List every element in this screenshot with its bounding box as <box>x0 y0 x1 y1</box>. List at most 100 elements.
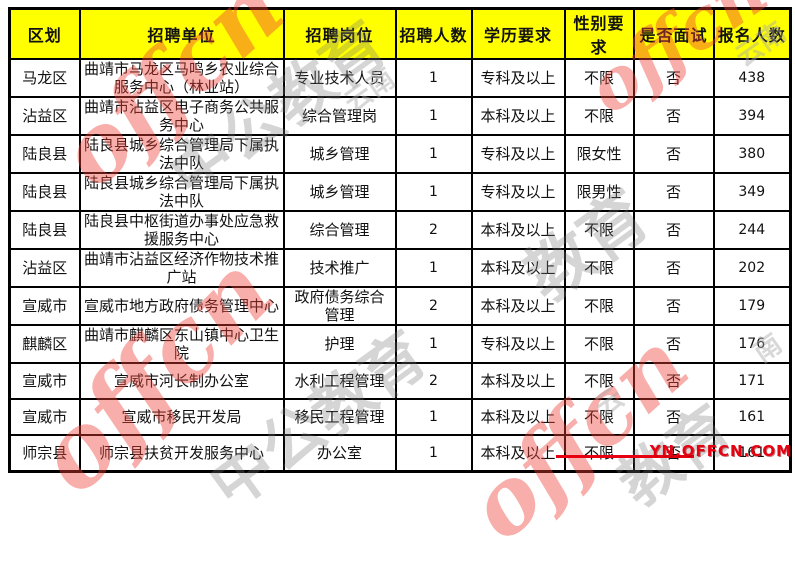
cell-district: 宣威市 <box>8 398 81 436</box>
cell-district: 宣威市 <box>8 362 81 400</box>
column-header-education: 学历要求 <box>470 7 566 60</box>
cell-headcount: 1 <box>394 248 473 288</box>
table-row: 沾益区 曲靖市沾益区电子商务公共服务中心 综合管理岗 1 本科及以上 不限否 394 <box>8 96 792 136</box>
table-row: 马龙区 曲靖市马龙区马鸣乡农业综合服务中心（林业站） 专业技术人员 1 专科及以上 不限否… <box>8 58 792 98</box>
page-background: 区划 招聘单位 招聘岗位 招聘人数 学历要求 性别要求 是否面试 报名人数 马龙区 曲靖市马龙区… <box>8 0 793 561</box>
cell-district: 陆良县 <box>8 172 81 212</box>
cell-headcount: 2 <box>394 210 473 250</box>
cell-headcount: 1 <box>394 398 473 436</box>
cell-district: 陆良县 <box>8 210 81 250</box>
cell-unit: 曲靖市马龙区马鸣乡农业综合服务中心（林业站） <box>78 58 285 98</box>
cell-applicants: 349 <box>712 172 792 212</box>
cell-applicants: 244 <box>712 210 792 250</box>
cell-education: 本科及以上 <box>470 434 566 473</box>
cell-interview: 否 <box>632 324 715 364</box>
table-row: 陆良县 陆良县城乡综合管理局下属执法中队 城乡管理 1 专科及以上 限男性否 349 <box>8 172 792 212</box>
column-header-applicants: 报名人数 <box>712 7 792 60</box>
cell-gender: 不限 <box>563 286 635 326</box>
cell-education: 本科及以上 <box>470 96 566 136</box>
cell-position: 护理 <box>282 324 397 364</box>
table-row: 宣威市 宣威市移民开发局 移民工程管理 1 本科及以上 不限否 161 <box>8 398 792 436</box>
table-body: 马龙区 曲靖市马龙区马鸣乡农业综合服务中心（林业站） 专业技术人员 1 专科及以上 不限否… <box>8 58 792 473</box>
cell-headcount: 1 <box>394 96 473 136</box>
cell-gender: 不限 <box>563 248 635 288</box>
cell-district: 马龙区 <box>8 58 81 98</box>
column-header-gender: 性别要求 <box>563 7 635 60</box>
cell-unit: 师宗县扶贫开发服务中心 <box>78 434 285 473</box>
cell-interview: 否 <box>632 134 715 174</box>
cell-gender: 不限 <box>563 398 635 436</box>
column-header-district: 区划 <box>8 7 81 60</box>
column-header-headcount: 招聘人数 <box>394 7 473 60</box>
cell-education: 本科及以上 <box>470 362 566 400</box>
cell-position: 城乡管理 <box>282 172 397 212</box>
cell-gender: 不限 <box>563 210 635 250</box>
cell-unit: 曲靖市沾益区电子商务公共服务中心 <box>78 96 285 136</box>
cell-gender: 限男性 <box>563 172 635 212</box>
cell-headcount: 1 <box>394 434 473 473</box>
cell-district: 陆良县 <box>8 134 81 174</box>
header-row: 区划 招聘单位 招聘岗位 招聘人数 学历要求 性别要求 是否面试 报名人数 <box>8 7 792 60</box>
recruitment-table: 区划 招聘单位 招聘岗位 招聘人数 学历要求 性别要求 是否面试 报名人数 马龙区 曲靖市马龙区… <box>8 7 792 473</box>
cell-unit: 曲靖市沾益区经济作物技术推广站 <box>78 248 285 288</box>
cell-position: 综合管理岗 <box>282 96 397 136</box>
cell-unit: 宣威市河长制办公室 <box>78 362 285 400</box>
site-watermark: YN.OFFCN.COM <box>649 442 792 460</box>
cell-position: 城乡管理 <box>282 134 397 174</box>
cell-district: 师宗县 <box>8 434 81 473</box>
cell-applicants: 438 <box>712 58 792 98</box>
cell-education: 本科及以上 <box>470 210 566 250</box>
cell-unit: 陆良县城乡综合管理局下属执法中队 <box>78 134 285 174</box>
recruitment-table-container: 区划 招聘单位 招聘岗位 招聘人数 学历要求 性别要求 是否面试 报名人数 马龙区 曲靖市马龙区… <box>8 7 792 473</box>
cell-headcount: 1 <box>394 324 473 364</box>
cell-position: 办公室 <box>282 434 397 473</box>
cell-interview: 否 <box>632 58 715 98</box>
cell-education: 本科及以上 <box>470 398 566 436</box>
cell-unit: 宣威市地方政府债务管理中心 <box>78 286 285 326</box>
table-row: 宣威市 宣威市河长制办公室 水利工程管理 2 本科及以上 不限否 171 <box>8 362 792 400</box>
cell-interview: 否 <box>632 248 715 288</box>
cell-applicants: 161 <box>712 398 792 436</box>
cell-headcount: 1 <box>394 172 473 212</box>
cell-unit: 陆良县中枢街道办事处应急救援服务中心 <box>78 210 285 250</box>
cell-gender: 不限 <box>563 58 635 98</box>
cell-education: 专科及以上 <box>470 58 566 98</box>
cell-position: 移民工程管理 <box>282 398 397 436</box>
cell-position: 政府债务综合管理 <box>282 286 397 326</box>
cell-gender: 限女性 <box>563 134 635 174</box>
cell-unit: 宣威市移民开发局 <box>78 398 285 436</box>
cell-unit: 曲靖市麒麟区东山镇中心卫生院 <box>78 324 285 364</box>
cell-interview: 否 <box>632 210 715 250</box>
cell-position: 综合管理 <box>282 210 397 250</box>
cell-headcount: 1 <box>394 134 473 174</box>
cell-interview: 否 <box>632 362 715 400</box>
cell-headcount: 2 <box>394 286 473 326</box>
cell-applicants: 176 <box>712 324 792 364</box>
cell-gender: 不限 <box>563 324 635 364</box>
table-row: 陆良县 陆良县城乡综合管理局下属执法中队 城乡管理 1 专科及以上 限女性否 380 <box>8 134 792 174</box>
cell-applicants: 202 <box>712 248 792 288</box>
cell-gender: 不限 <box>563 362 635 400</box>
cell-education: 本科及以上 <box>470 248 566 288</box>
cell-position: 专业技术人员 <box>282 58 397 98</box>
table-row: 麒麟区 曲靖市麒麟区东山镇中心卫生院 护理 1 专科及以上 不限否 176 <box>8 324 792 364</box>
cell-education: 专科及以上 <box>470 324 566 364</box>
column-header-unit: 招聘单位 <box>78 7 285 60</box>
cell-district: 沾益区 <box>8 96 81 136</box>
cell-education: 本科及以上 <box>470 286 566 326</box>
cell-applicants: 179 <box>712 286 792 326</box>
cell-interview: 否 <box>632 96 715 136</box>
table-row: 宣威市 宣威市地方政府债务管理中心 政府债务综合管理 2 本科及以上 不限否 179 <box>8 286 792 326</box>
cell-headcount: 2 <box>394 362 473 400</box>
table-row: 沾益区 曲靖市沾益区经济作物技术推广站 技术推广 1 本科及以上 不限否 202 <box>8 248 792 288</box>
cell-district: 麒麟区 <box>8 324 81 364</box>
column-header-interview: 是否面试 <box>632 7 715 60</box>
cell-unit: 陆良县城乡综合管理局下属执法中队 <box>78 172 285 212</box>
cell-district: 沾益区 <box>8 248 81 288</box>
cell-education: 专科及以上 <box>470 134 566 174</box>
cell-education: 专科及以上 <box>470 172 566 212</box>
cell-district: 宣威市 <box>8 286 81 326</box>
cell-applicants: 380 <box>712 134 792 174</box>
site-watermark-underline <box>556 455 694 458</box>
cell-gender: 不限 <box>563 434 635 473</box>
